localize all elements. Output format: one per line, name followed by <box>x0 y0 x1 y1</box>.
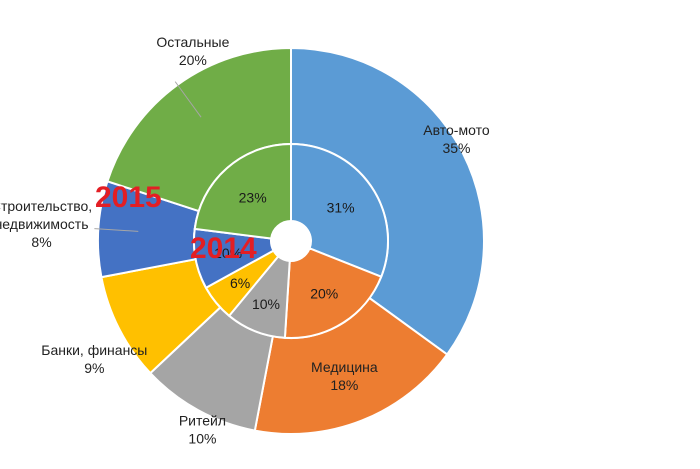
inner-slice-медицина <box>283 247 383 339</box>
outer-value-банки-финансы: 9% <box>84 360 104 376</box>
inner-value-label-банки-финансы: 6% <box>230 275 250 291</box>
outer-series-year-label: 2015 <box>95 181 162 214</box>
leader-lines <box>94 81 202 232</box>
outer-value-медицина: 18% <box>330 377 358 393</box>
inner-slice-авто-мото <box>290 142 389 279</box>
inner-ring-2014 <box>193 142 389 339</box>
outer-value-авто-мото: 35% <box>442 140 470 156</box>
inner-value-label-авто-мото: 31% <box>327 199 355 215</box>
leader-line-строительство-недвижимость <box>94 228 139 232</box>
inner-value-label-строительство-недвижимость: 10% <box>214 245 242 261</box>
inner-value-label-остальные: 23% <box>239 189 267 205</box>
outer-ring-2015 <box>97 46 485 435</box>
inner-series-year-label: 2014 <box>190 232 257 265</box>
outer-label-медицина: Медицина 18% <box>311 359 378 393</box>
inner-slice-остальные <box>193 142 292 240</box>
outer-value-ритейл: 10% <box>188 430 216 446</box>
outer-label-ритейл: Ритейл 10% <box>179 412 226 446</box>
outer-value-остальные: 20% <box>179 52 207 68</box>
outer-label-остальные: Остальные 20% <box>156 34 229 68</box>
outer-label-строительство-недвижимость: Строительство, недвижимость 8% <box>0 198 92 250</box>
inner-value-label-медицина: 20% <box>310 285 338 301</box>
outer-label-банки-финансы: Банки, финансы 9% <box>41 342 147 376</box>
data-labels: 31%20%10%6%10%23%Авто-мото 35%Медицина 18%… <box>0 34 490 447</box>
leader-line-остальные <box>174 81 202 118</box>
outer-label-авто-мото: Авто-мото 35% <box>423 122 490 156</box>
outer-value-строительство-недвижимость: 8% <box>31 234 51 250</box>
inner-value-label-ритейл: 10% <box>252 296 280 312</box>
